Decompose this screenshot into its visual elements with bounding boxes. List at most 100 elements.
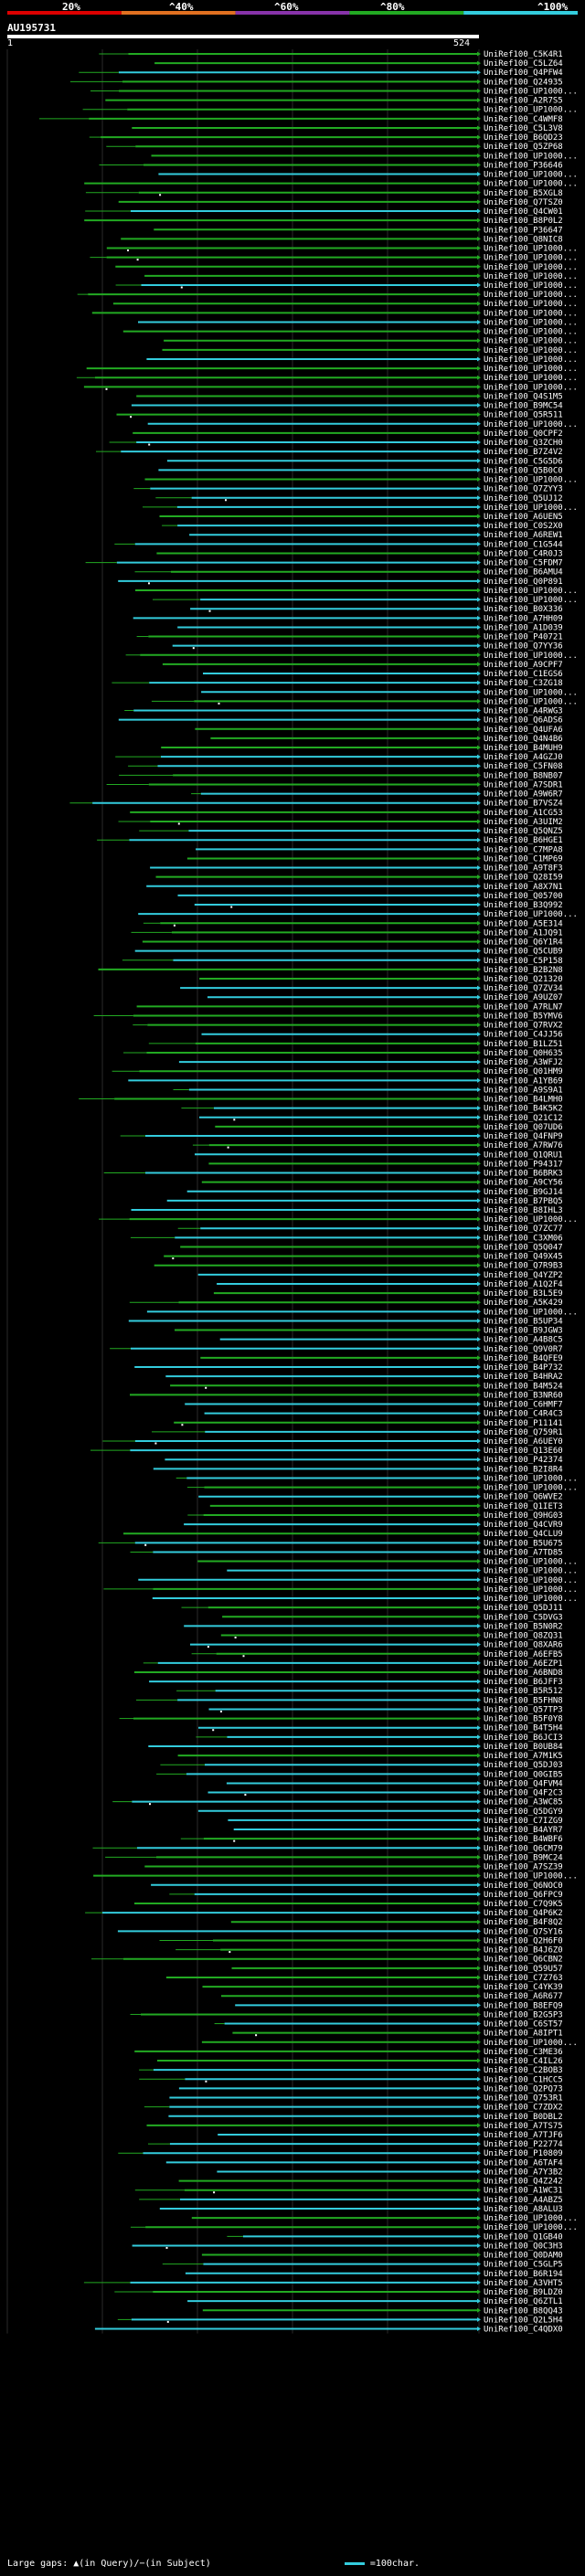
hit-label[interactable]: UniRef100_B7VSZ4 [484, 800, 563, 809]
hit-label[interactable]: UniRef100_Q7TSZ0 [484, 198, 563, 207]
hit-label[interactable]: UniRef100_Q21320 [484, 975, 563, 984]
hit-label[interactable]: UniRef100_Q6NOC0 [484, 1882, 563, 1891]
hit-label[interactable]: UniRef100_A6TAF4 [484, 2158, 563, 2168]
hit-label[interactable]: UniRef100_A6UEN5 [484, 513, 563, 522]
hit-label[interactable]: UniRef100_Q7YY36 [484, 642, 563, 652]
hit-label[interactable]: UniRef100_Q8ZQ31 [484, 1632, 563, 1641]
hit-label[interactable]: UniRef100_UP1000... [484, 374, 578, 383]
hit-label[interactable]: UniRef100_C5FDM7 [484, 559, 563, 568]
hit-label[interactable]: UniRef100_A1JQ91 [484, 928, 563, 938]
hit-label[interactable]: UniRef100_UP1000... [484, 688, 578, 697]
hit-label[interactable]: UniRef100_A9T8F3 [484, 864, 563, 874]
hit-label[interactable]: UniRef100_Q5CUB9 [484, 948, 563, 957]
hit-label[interactable]: UniRef100_UP1000... [484, 2039, 578, 2048]
hit-label[interactable]: UniRef100_UP1000... [484, 300, 578, 309]
hit-label[interactable]: UniRef100_Q7SY16 [484, 1927, 563, 1936]
hit-label[interactable]: UniRef100_UP1000... [484, 106, 578, 115]
hit-label[interactable]: UniRef100_C5GLP5 [484, 2261, 563, 2270]
hit-label[interactable]: UniRef100_B8QQ43 [484, 2306, 563, 2316]
hit-label[interactable]: UniRef100_Q759R1 [484, 1428, 563, 1437]
hit-label[interactable]: UniRef100_UP1000... [484, 587, 578, 596]
hit-label[interactable]: UniRef100_B9MC54 [484, 402, 563, 411]
hit-label[interactable]: UniRef100_A9S9A1 [484, 1086, 563, 1095]
hit-label[interactable]: UniRef100_B5F0Y8 [484, 1715, 563, 1724]
hit-label[interactable]: UniRef100_C1MP69 [484, 854, 563, 864]
hit-label[interactable]: UniRef100_A6R677 [484, 1992, 563, 2001]
hit-label[interactable]: UniRef100_Q57TP3 [484, 1705, 563, 1714]
hit-label[interactable]: UniRef100_A7TJF6 [484, 2131, 563, 2140]
hit-label[interactable]: UniRef100_Q2PQ73 [484, 2084, 563, 2094]
hit-label[interactable]: UniRef100_B4K5K2 [484, 1105, 563, 1114]
hit-label[interactable]: UniRef100_UP1000... [484, 254, 578, 263]
hit-label[interactable]: UniRef100_Q6CM79 [484, 1844, 563, 1853]
hit-label[interactable]: UniRef100_A7Y3B2 [484, 2168, 563, 2177]
hit-label[interactable]: UniRef100_A4GZJ0 [484, 753, 563, 762]
hit-label[interactable]: UniRef100_A7SZ39 [484, 1863, 563, 1872]
hit-label[interactable]: UniRef100_C3ZG18 [484, 679, 563, 688]
hit-label[interactable]: UniRef100_C3XM06 [484, 1234, 563, 1243]
hit-label[interactable]: UniRef100_A4B8C5 [484, 1336, 563, 1345]
hit-label[interactable]: UniRef100_P42374 [484, 1456, 563, 1465]
hit-label[interactable]: UniRef100_B4MUH9 [484, 744, 563, 753]
hit-label[interactable]: UniRef100_UP1000... [484, 652, 578, 661]
hit-label[interactable]: UniRef100_UP1000... [484, 596, 578, 605]
hit-label[interactable]: UniRef100_Q6FPC9 [484, 1891, 563, 1900]
hit-label[interactable]: UniRef100_UP1000... [484, 1308, 578, 1317]
hit-label[interactable]: UniRef100_Q0H635 [484, 1049, 563, 1058]
hit-label[interactable]: UniRef100_UP1000... [484, 2214, 578, 2223]
hit-label[interactable]: UniRef100_Q5Q047 [484, 1243, 563, 1252]
hit-label[interactable]: UniRef100_Q1IET3 [484, 1502, 563, 1511]
hit-label[interactable]: UniRef100_C5L3V8 [484, 124, 563, 133]
hit-label[interactable]: UniRef100_A1WC31 [484, 2187, 563, 2196]
hit-label[interactable]: UniRef100_B8IHL3 [484, 1206, 563, 1215]
hit-label[interactable]: UniRef100_Q6ZTL1 [484, 2297, 563, 2306]
hit-label[interactable]: UniRef100_Q4S1M5 [484, 392, 563, 401]
hit-label[interactable]: UniRef100_A8IPT1 [484, 2030, 563, 2039]
hit-label[interactable]: UniRef100_A4RWG3 [484, 707, 563, 716]
hit-label[interactable]: UniRef100_B4P732 [484, 1363, 563, 1373]
hit-label[interactable]: UniRef100_Q8XAR6 [484, 1641, 563, 1650]
hit-label[interactable]: UniRef100_Q0CPF2 [484, 429, 563, 439]
hit-label[interactable]: UniRef100_A7TS75 [484, 2122, 563, 2131]
hit-label[interactable]: UniRef100_A1CG53 [484, 809, 563, 818]
hit-label[interactable]: UniRef100_Q5ZP68 [484, 143, 563, 152]
hit-label[interactable]: UniRef100_UP1000... [484, 291, 578, 300]
hit-label[interactable]: UniRef100_B3L5E9 [484, 1289, 563, 1299]
hit-label[interactable]: UniRef100_B9JGW3 [484, 1327, 563, 1336]
hit-label[interactable]: UniRef100_C1EGS6 [484, 670, 563, 679]
hit-label[interactable]: UniRef100_B8NB07 [484, 771, 563, 780]
hit-label[interactable]: UniRef100_Q8NIC8 [484, 235, 563, 244]
hit-label[interactable]: UniRef100_B6AMU4 [484, 568, 563, 578]
hit-label[interactable]: UniRef100_A7RW76 [484, 1141, 563, 1150]
hit-label[interactable]: UniRef100_C7Z763 [484, 1974, 563, 1983]
hit-label[interactable]: UniRef100_B0X336 [484, 605, 563, 614]
hit-label[interactable]: UniRef100_B0DBL2 [484, 2113, 563, 2122]
hit-label[interactable]: UniRef100_B6JFF3 [484, 1678, 563, 1687]
hit-label[interactable]: UniRef100_B0UB84 [484, 1743, 563, 1752]
hit-label[interactable]: UniRef100_C3ME36 [484, 2048, 563, 2057]
hit-label[interactable]: UniRef100_C4R0J3 [484, 549, 563, 558]
hit-label[interactable]: UniRef100_B5YMV6 [484, 1012, 563, 1021]
hit-label[interactable]: UniRef100_A3VHT5 [484, 2279, 563, 2288]
hit-label[interactable]: UniRef100_Q5DGY9 [484, 1807, 563, 1817]
hit-label[interactable]: UniRef100_Q01HM9 [484, 1067, 563, 1076]
hit-label[interactable]: UniRef100_C5K4R1 [484, 50, 563, 59]
hit-label[interactable]: UniRef100_B6BRK3 [484, 1170, 563, 1179]
hit-label[interactable]: UniRef100_A1D039 [484, 623, 563, 632]
hit-label[interactable]: UniRef100_C4WMF8 [484, 115, 563, 124]
hit-label[interactable]: UniRef100_Q4P6K2 [484, 1909, 563, 1918]
hit-label[interactable]: UniRef100_P36647 [484, 226, 563, 235]
hit-label[interactable]: UniRef100_Q9V0R7 [484, 1345, 563, 1354]
hit-label[interactable]: UniRef100_Q3ZCH0 [484, 439, 563, 448]
hit-label[interactable]: UniRef100_C4JJ56 [484, 1031, 563, 1040]
hit-label[interactable]: UniRef100_C5LZ64 [484, 59, 563, 69]
hit-label[interactable]: UniRef100_UP1000... [484, 1474, 578, 1483]
hit-label[interactable]: UniRef100_Q7ZV34 [484, 984, 563, 993]
hit-label[interactable]: UniRef100_Q5R511 [484, 411, 563, 420]
hit-label[interactable]: UniRef100_Q4FVM4 [484, 1779, 563, 1788]
hit-label[interactable]: UniRef100_A9CY56 [484, 1179, 563, 1188]
hit-label[interactable]: UniRef100_B4HRA2 [484, 1373, 563, 1382]
hit-label[interactable]: UniRef100_C2BOB3 [484, 2066, 563, 2075]
hit-label[interactable]: UniRef100_Q7R9B3 [484, 1262, 563, 1271]
hit-label[interactable]: UniRef100_Q05700 [484, 892, 563, 901]
